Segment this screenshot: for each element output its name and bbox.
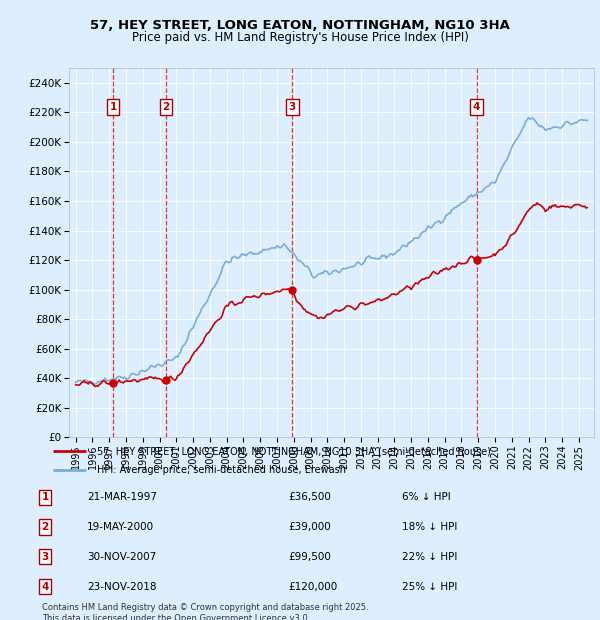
Text: 18% ↓ HPI: 18% ↓ HPI	[402, 522, 457, 532]
Text: 1: 1	[41, 492, 49, 502]
Text: HPI: Average price, semi-detached house, Erewash: HPI: Average price, semi-detached house,…	[97, 464, 346, 474]
Text: £39,000: £39,000	[288, 522, 331, 532]
Text: £99,500: £99,500	[288, 552, 331, 562]
Text: 21-MAR-1997: 21-MAR-1997	[87, 492, 157, 502]
Text: 4: 4	[41, 582, 49, 591]
Text: 6% ↓ HPI: 6% ↓ HPI	[402, 492, 451, 502]
Text: 2: 2	[163, 102, 170, 112]
Text: 22% ↓ HPI: 22% ↓ HPI	[402, 552, 457, 562]
Text: £36,500: £36,500	[288, 492, 331, 502]
Text: 23-NOV-2018: 23-NOV-2018	[87, 582, 157, 591]
Text: £120,000: £120,000	[288, 582, 337, 591]
Text: 19-MAY-2000: 19-MAY-2000	[87, 522, 154, 532]
Text: 2: 2	[41, 522, 49, 532]
Text: 57, HEY STREET, LONG EATON, NOTTINGHAM, NG10 3HA: 57, HEY STREET, LONG EATON, NOTTINGHAM, …	[90, 19, 510, 32]
Text: 3: 3	[289, 102, 296, 112]
Text: 30-NOV-2007: 30-NOV-2007	[87, 552, 156, 562]
Text: Price paid vs. HM Land Registry's House Price Index (HPI): Price paid vs. HM Land Registry's House …	[131, 31, 469, 44]
Text: 4: 4	[473, 102, 480, 112]
Text: 3: 3	[41, 552, 49, 562]
Text: 1: 1	[109, 102, 116, 112]
Text: Contains HM Land Registry data © Crown copyright and database right 2025.
This d: Contains HM Land Registry data © Crown c…	[42, 603, 368, 620]
Text: 25% ↓ HPI: 25% ↓ HPI	[402, 582, 457, 591]
Text: 57, HEY STREET, LONG EATON, NOTTINGHAM, NG10 3HA (semi-detached house): 57, HEY STREET, LONG EATON, NOTTINGHAM, …	[97, 446, 490, 456]
